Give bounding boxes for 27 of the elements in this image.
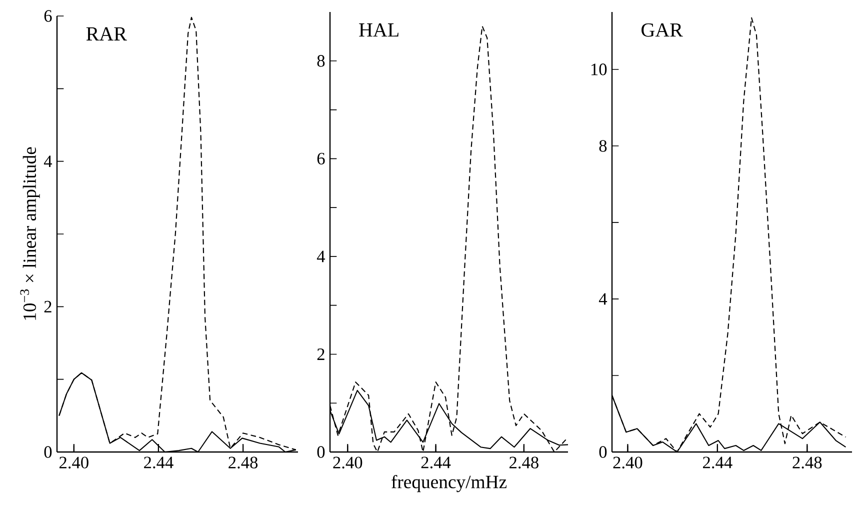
x-tick-label: 2.48 — [228, 456, 258, 468]
y-tick-label: 4 — [44, 156, 52, 168]
x-tick-label: 2.40 — [60, 456, 88, 468]
y-tick-label: 2 — [317, 348, 324, 360]
y-tick-label: 4 — [316, 250, 326, 262]
y-axis-title: 10$^{−3}$ × linear amplitude — [20, 147, 40, 320]
y-tick-label: 0 — [44, 446, 52, 458]
x-tick-label: 2.48 — [510, 456, 538, 468]
y-tick-label: 0 — [317, 446, 325, 458]
x-axis-title: frequency/mHz — [392, 474, 507, 492]
chart-title: RAR — [86, 27, 127, 40]
x-tick-label: 2.48 — [792, 456, 822, 468]
chart-title: HAL — [359, 23, 398, 37]
y-tick-label: 2 — [44, 300, 52, 312]
chart-title: GAR — [642, 23, 683, 37]
x-tick-label: 2.44 — [703, 456, 732, 468]
y-tick-label: 0 — [599, 446, 607, 458]
x-tick-label: 2.44 — [144, 456, 174, 468]
y-tick-label: 8 — [599, 140, 607, 152]
y-tick-label: 6 — [44, 10, 52, 22]
y-tick-label: 4 — [598, 293, 608, 305]
y-tick-label: 10 — [591, 64, 607, 76]
y-tick-label: 8 — [317, 55, 325, 67]
x-tick-label: 2.44 — [421, 456, 451, 468]
x-tick-label: 2.40 — [333, 456, 362, 468]
y-tick-label: 6 — [317, 152, 325, 164]
x-tick-label: 2.40 — [613, 456, 642, 468]
